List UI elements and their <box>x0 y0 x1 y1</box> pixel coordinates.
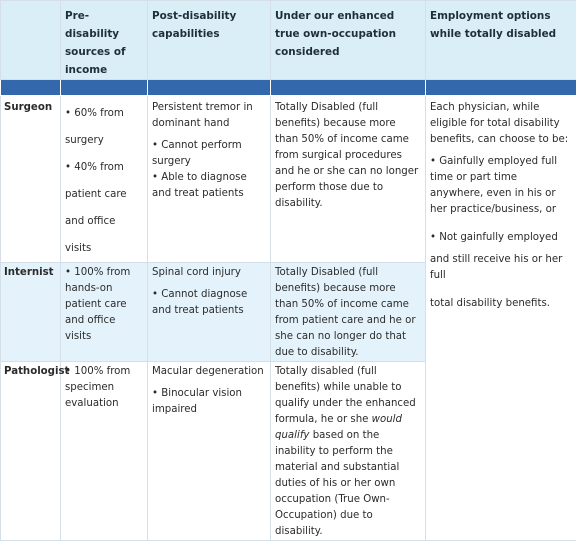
pathologist-capabilities: Macular degeneration • Binocular vision … <box>148 362 271 541</box>
accent-bar <box>1 80 576 96</box>
internist-capabilities: Spinal cord injury • Cannot diagnose and… <box>148 263 271 362</box>
header-post-disability: Post-disability capabilities <box>148 1 271 80</box>
pathologist-sources: • 100% from specimen evaluation <box>61 362 148 541</box>
row-label-internist: Internist <box>1 263 61 362</box>
row-label-pathologist: Pathologist <box>1 362 61 541</box>
surgeon-sources: • 60% from surgery • 40% from patient ca… <box>61 96 148 263</box>
row-label-surgeon: Surgeon <box>1 96 61 263</box>
header-employment-options: Employment options while totally disable… <box>426 1 576 80</box>
surgeon-considered: Totally Disabled (full benefits) because… <box>271 96 426 263</box>
table-row: Surgeon • 60% from surgery • 40% from pa… <box>1 96 576 263</box>
header-row: Pre-disability sources of income Post-di… <box>1 1 576 80</box>
internist-sources: • 100% from hands-on patient care and of… <box>61 263 148 362</box>
surgeon-capabilities: Persistent tremor in dominant hand • Can… <box>148 96 271 263</box>
employment-options-cell: Each physician, while eligible for total… <box>426 96 576 541</box>
header-pre-disability: Pre-disability sources of income <box>61 1 148 80</box>
header-own-occupation: Under our enhanced true own-occupation c… <box>271 1 426 80</box>
pathologist-considered: Totally disabled (full benefits) while u… <box>271 362 426 541</box>
header-empty <box>1 1 61 80</box>
internist-considered: Totally Disabled (full benefits) because… <box>271 263 426 362</box>
